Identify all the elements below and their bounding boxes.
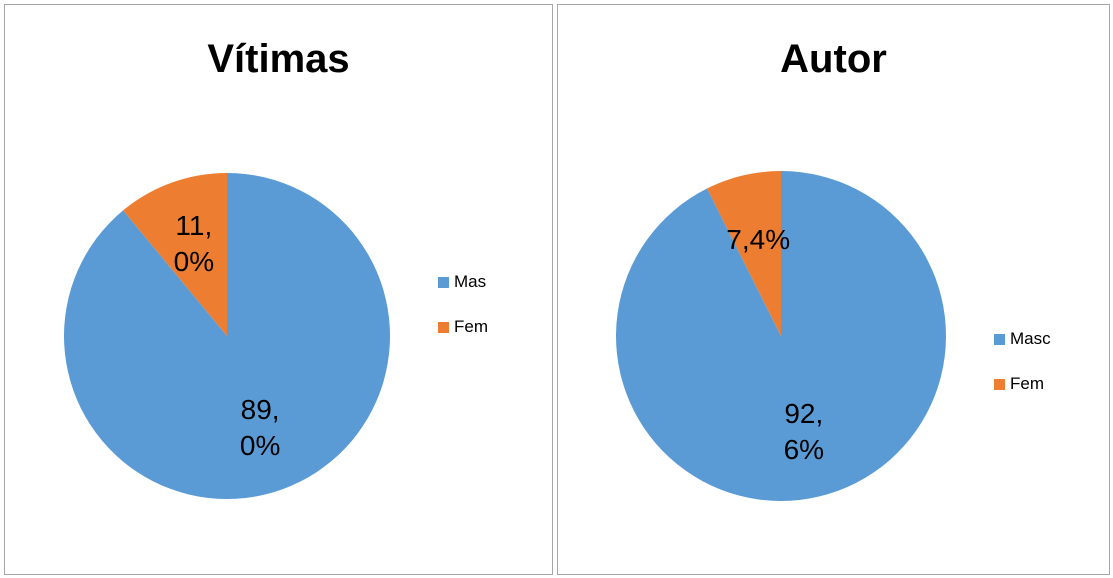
- legend-label: Fem: [1010, 374, 1044, 393]
- legend-item: Fem: [438, 317, 488, 337]
- data-label: 11,0%: [173, 209, 215, 277]
- legend-swatch: [994, 333, 1005, 345]
- data-label: 92,6%: [783, 398, 825, 466]
- pie-slice: [123, 173, 227, 336]
- chart-panel: Vítimas 89,0% 11,0% Mas Fem: [4, 4, 553, 575]
- pie-slice: [707, 171, 781, 336]
- legend-label: Fem: [454, 317, 488, 336]
- legend-label: Mas: [454, 272, 487, 291]
- chart-title: Vítimas: [207, 37, 350, 81]
- legend-item: Mas: [438, 272, 486, 292]
- legend-item: Fem: [994, 374, 1044, 394]
- pie-slice: [615, 171, 946, 501]
- chart-title: Autor: [780, 37, 887, 81]
- legend-swatch: [994, 378, 1005, 390]
- legend-item: Masc: [994, 329, 1051, 349]
- pie: [63, 173, 390, 500]
- chart-panel: Autor 92,6% 7,4% Masc Fem: [557, 4, 1110, 575]
- pie-slice: [63, 173, 390, 500]
- legend-swatch: [438, 276, 449, 288]
- legend-label: Masc: [1010, 329, 1051, 348]
- pie: [615, 171, 946, 501]
- data-label: 7,4%: [726, 223, 791, 255]
- data-label: 89,0%: [239, 394, 281, 462]
- legend-swatch: [438, 321, 449, 333]
